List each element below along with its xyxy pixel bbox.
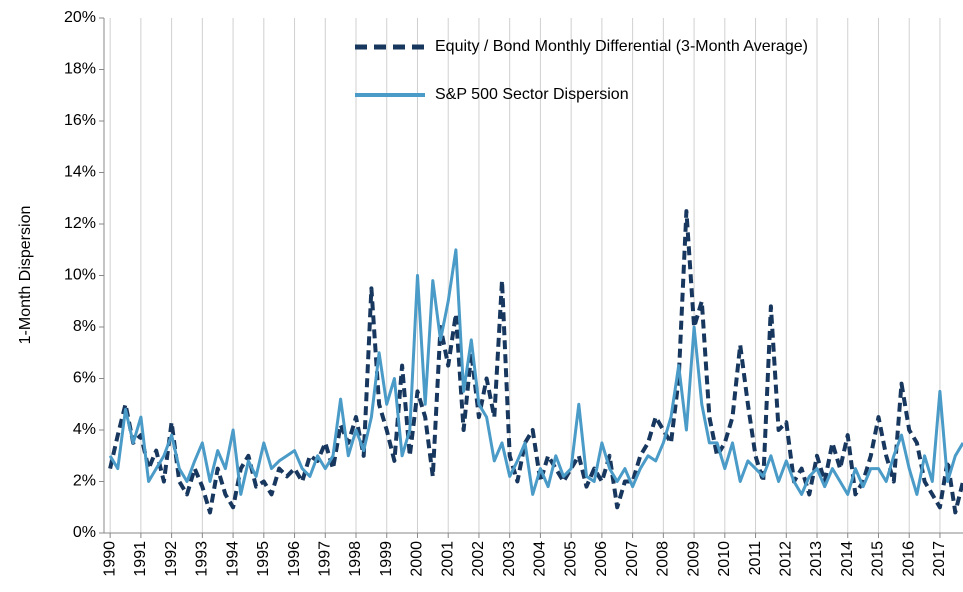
x-tick-label: 2001 <box>439 541 456 577</box>
x-tick-label: 1993 <box>194 541 211 577</box>
y-axis-label: 1-Month Dispersion <box>17 206 34 345</box>
y-tick-label: 10% <box>64 267 96 284</box>
x-tick-label: 2013 <box>808 541 825 577</box>
x-tick-label: 1995 <box>255 541 272 577</box>
y-tick-label: 18% <box>64 61 96 78</box>
x-tick-label: 1992 <box>163 541 180 577</box>
x-tick-label: 2010 <box>716 541 733 577</box>
x-tick-label: 2003 <box>501 541 518 577</box>
y-tick-label: 12% <box>64 215 96 232</box>
x-tick-label: 1999 <box>378 541 395 577</box>
x-tick-label: 2009 <box>685 541 702 577</box>
x-tick-label: 2008 <box>655 541 672 577</box>
x-tick-label: 1990 <box>101 541 118 577</box>
legend-label: S&P 500 Sector Dispersion <box>435 86 629 103</box>
x-tick-label: 2002 <box>470 541 487 577</box>
x-tick-label: 2000 <box>409 541 426 577</box>
x-tick-label: 2011 <box>747 541 764 576</box>
x-tick-label: 1998 <box>347 541 364 577</box>
y-tick-label: 0% <box>73 524 96 541</box>
x-tick-label: 1994 <box>224 541 241 577</box>
x-tick-label: 2017 <box>931 541 948 577</box>
x-tick-label: 1997 <box>316 541 333 577</box>
series-line <box>108 248 963 496</box>
legend-label: Equity / Bond Monthly Differential (3-Mo… <box>435 38 808 55</box>
x-tick-label: 2004 <box>532 541 549 577</box>
y-tick-label: 20% <box>64 9 96 26</box>
x-tick-label: 2016 <box>900 541 917 577</box>
x-tick-label: 2014 <box>839 541 856 577</box>
x-tick-label: 2007 <box>624 541 641 577</box>
y-tick-label: 2% <box>73 473 96 490</box>
y-tick-label: 4% <box>73 421 96 438</box>
x-tick-label: 2012 <box>778 541 795 577</box>
y-tick-label: 8% <box>73 318 96 335</box>
y-tick-label: 16% <box>64 112 96 129</box>
y-tick-label: 6% <box>73 370 96 387</box>
y-tick-label: 14% <box>64 164 96 181</box>
x-tick-label: 2005 <box>562 541 579 577</box>
x-tick-label: 2006 <box>593 541 610 577</box>
x-tick-label: 1991 <box>132 541 149 577</box>
x-tick-label: 1996 <box>286 541 303 577</box>
x-tick-label: 2015 <box>870 541 887 577</box>
